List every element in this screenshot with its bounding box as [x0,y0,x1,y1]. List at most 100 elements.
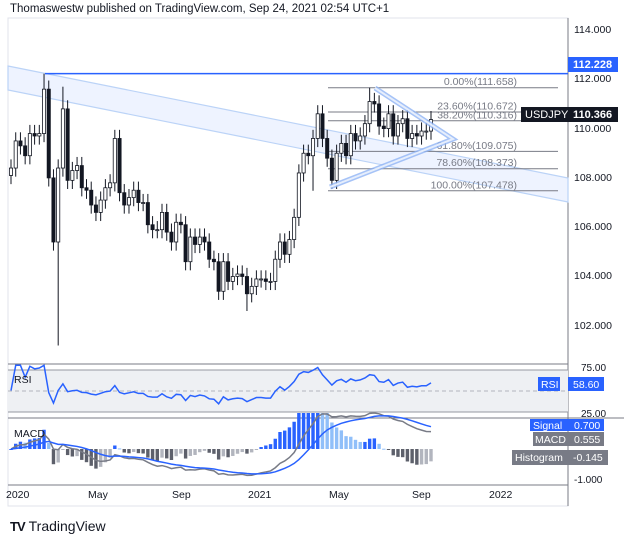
fib-level-label: 38.20%(110.316) [437,109,517,121]
rsi-legend-label: RSI [541,379,559,391]
macd-value: 0.555 [574,434,600,446]
candle-body [296,172,301,218]
chart-frame [7,17,624,507]
candle [353,124,358,150]
time-tick: 2021 [248,489,272,501]
last-price-label: 110.366 [573,109,612,121]
candle-body [60,108,65,169]
tradingview-logo-icon: TV [10,518,26,534]
candle [306,144,311,165]
candle-body [112,138,117,184]
candle [178,213,183,234]
rsi-title: RSI [14,374,32,386]
candle [226,253,231,291]
signal-value-bg [568,419,604,431]
candle-body [98,199,103,213]
candle-body [126,197,131,206]
candle-body [400,118,405,125]
candle-body [103,187,108,201]
candle-body [178,221,183,226]
symmetrical-triangle-inner [329,87,456,188]
histogram-bar [320,413,325,449]
candle-body [395,123,400,137]
candle [381,117,386,138]
candle-body [193,236,198,245]
rsi-line [10,364,432,405]
candle-body [311,138,316,157]
candle-body [89,189,94,206]
candle-body [122,192,127,206]
time-axis[interactable]: 2020 May Sep 2021 May Sep 2022 [6,489,513,501]
histogram-bar [198,449,202,453]
candle-body [18,140,23,147]
histogram-bar [98,449,103,467]
candle [292,208,297,249]
histogram-bar [61,449,65,450]
candle [32,124,37,145]
histogram-bar [216,449,221,460]
hline-price-label: 112.228 [573,59,612,71]
candle [259,270,264,288]
candle [414,124,419,145]
histogram-bar [278,432,282,449]
candle-body [23,145,28,157]
histogram-bar [273,438,277,449]
candle [296,164,301,226]
time-tick: May [88,489,109,501]
candle-body [70,170,75,181]
histogram-bar [400,449,405,458]
histogram-bar [316,413,320,449]
macd-value-bg [568,432,604,446]
candle-body [56,167,61,243]
tradingview-logo[interactable]: TV TradingView [10,518,106,534]
histogram-bar [405,449,410,462]
candle [56,159,61,346]
histogram-value-bg [568,450,608,465]
candle [103,179,108,209]
fibonacci-retracement[interactable]: 0.00%(111.658) 23.60%(110.672)38.20%(110.… [328,76,558,192]
histogram-bar [32,438,37,449]
candle-body [315,113,320,139]
candle [287,230,292,263]
fib-level-label: 78.60%(108.373) [436,157,517,169]
histogram-bar [169,449,174,460]
histogram-bar [9,449,13,450]
histogram-bar [372,438,377,449]
histogram-bar [183,449,188,459]
histogram-bar [127,449,131,454]
price-tick: 112.000 [574,73,611,85]
histogram-value: -0.145 [573,452,603,464]
candle [405,110,410,148]
histogram-bar [245,449,249,454]
histogram-bar [51,449,56,465]
candle-body [391,113,396,137]
candle [93,196,98,222]
candle-body [235,273,240,277]
candle [70,161,75,189]
histogram-bar [155,449,159,462]
candle-body [37,133,42,137]
histogram-bar [56,449,60,463]
price-tick: 110.000 [574,123,611,135]
histogram-bar [47,442,51,449]
candle-body [136,189,141,203]
candle [42,73,47,143]
candle [339,134,344,162]
candle-body [183,224,188,263]
candle [207,233,212,268]
histogram-bar [363,441,367,449]
candle-body [410,133,415,139]
candle-body [325,138,330,159]
candle [391,105,396,145]
histogram-bar [136,449,141,454]
candle [112,129,117,192]
candle-body [386,113,391,129]
candle [75,156,80,180]
descending-channel[interactable] [7,65,569,203]
histogram-bar [429,449,433,462]
candle [98,191,103,222]
candle [122,184,127,214]
signal-series [10,415,432,475]
price-axis[interactable]: 114.000 112.000 110.000 108.000 106.000 … [574,24,612,332]
